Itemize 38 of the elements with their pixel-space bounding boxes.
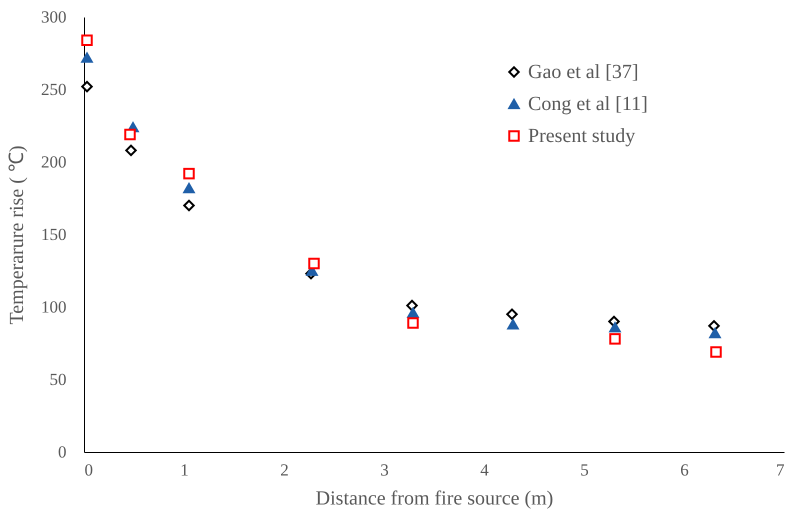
- point: [609, 322, 621, 332]
- legend-label: Present study: [528, 125, 636, 147]
- x-tick-label: 6: [680, 460, 689, 480]
- y-tick-label: 300: [41, 8, 66, 26]
- x-tick-label: 4: [480, 460, 490, 480]
- point: [81, 52, 93, 63]
- y-tick-label: 50: [50, 370, 66, 389]
- y-tick-label: 200: [41, 152, 66, 172]
- x-tick-label: 3: [380, 460, 389, 480]
- point: [609, 333, 621, 345]
- point: [308, 258, 320, 270]
- legend-label: Cong et al [11]: [528, 93, 648, 115]
- x-tick-label: 7: [776, 460, 785, 480]
- point: [507, 319, 519, 330]
- point: [81, 34, 93, 46]
- y-tick-label: 0: [58, 442, 66, 462]
- point: [407, 317, 419, 329]
- x-tick-label: 0: [84, 460, 93, 480]
- x-axis-title: Distance from fire source (m): [316, 488, 554, 510]
- y-axis-title: Temperarure rise ( ℃): [6, 145, 28, 325]
- point: [708, 320, 720, 332]
- legend-label: Gao et al [37]: [528, 61, 639, 83]
- point: [183, 168, 195, 180]
- point: [710, 346, 722, 358]
- point: [709, 328, 721, 338]
- x-tick-label: 1: [180, 460, 189, 480]
- point: [183, 200, 195, 212]
- y-tick-label: 100: [41, 298, 66, 316]
- y-tick-label: 150: [41, 225, 66, 244]
- y-tick-label: 250: [41, 80, 66, 99]
- point: [183, 182, 195, 194]
- point: [81, 80, 93, 92]
- point: [125, 144, 137, 156]
- x-tick-label: 2: [280, 460, 289, 480]
- point: [124, 128, 136, 140]
- point: [506, 308, 518, 320]
- x-tick-label: 5: [580, 460, 589, 480]
- point: [407, 308, 419, 318]
